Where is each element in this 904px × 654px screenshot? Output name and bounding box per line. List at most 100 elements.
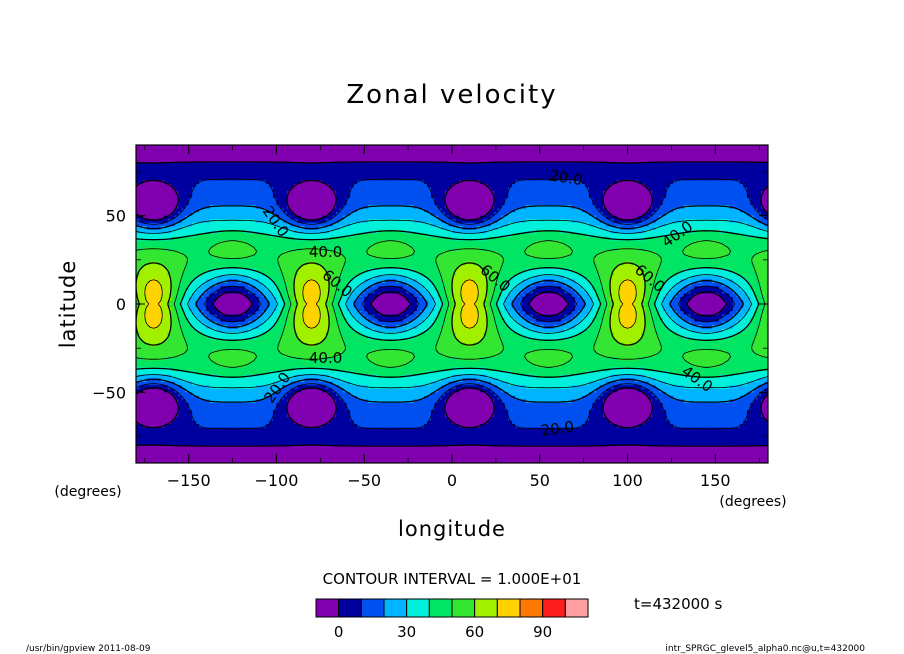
field-cell [399,198,404,203]
field-cell [715,208,720,213]
field-cell [227,190,232,196]
field-cell [543,169,548,174]
field-cell [136,198,141,203]
field-cell [697,166,702,171]
field-cell [329,194,334,199]
field-cell [550,205,555,210]
field-cell [595,176,601,181]
field-cell [529,222,534,227]
field-cell [487,166,492,171]
field-cell [574,190,579,196]
field-cell [659,219,664,224]
field-cell [508,215,513,220]
field-cell [525,236,530,241]
field-cell [631,190,636,196]
field-cell [283,240,288,245]
field-cell [178,173,183,178]
field-cell [269,169,274,174]
field-cell [234,166,239,171]
field-cell [518,155,523,160]
field-cell [553,222,558,227]
field-cell [437,180,443,185]
field-cell [430,190,436,196]
field-cell [602,162,608,167]
field-cell [381,194,386,199]
field-cell [536,208,541,213]
field-cell [423,173,429,178]
field-cell [732,201,737,206]
field-cell [164,166,169,171]
field-cell [434,159,439,164]
field-cell [680,159,685,164]
field-cell [602,183,608,188]
field-cell [350,205,355,210]
field-cell [539,205,544,210]
field-cell [645,187,650,192]
field-cell [209,166,214,171]
field-cell [248,219,253,224]
field-cell [325,233,330,238]
field-cell [606,240,611,245]
field-cell [272,205,278,210]
field-cell [346,215,351,220]
field-cell [230,162,235,167]
field-cell [444,229,450,234]
field-cell [258,233,263,238]
field-cell [736,208,741,213]
field-cell [409,180,414,185]
field-cell [283,236,288,241]
field-cell [669,215,674,220]
field-cell [374,155,379,160]
field-cell [248,222,253,227]
field-cell [167,145,172,150]
field-cell [581,159,587,164]
field-cell [371,169,376,174]
field-cell [641,222,646,227]
field-cell [202,190,207,196]
field-cell [237,155,242,160]
field-cell [269,215,274,220]
field-cell [511,148,516,153]
field-cell [536,180,541,185]
field-cell [262,240,267,245]
field-cell [255,198,260,203]
field-cell [294,240,299,245]
field-cell [610,173,615,178]
field-cell [459,173,464,178]
field-cell [427,215,432,220]
field-cell [497,229,502,234]
field-cell [216,162,221,167]
field-cell [139,240,144,245]
field-cell [423,183,429,188]
field-cell [374,173,379,178]
field-cell [251,159,256,164]
field-cell [595,159,601,164]
field-cell [760,166,766,171]
field-cell [430,148,436,153]
field-cell [437,212,443,217]
field-cell [736,169,741,174]
field-cell [613,162,618,167]
field-cell [181,198,186,203]
field-cell [522,226,527,231]
field-cell [444,183,450,188]
field-cell [265,152,271,157]
field-cell [392,240,397,245]
field-cell [427,208,432,213]
field-cell [346,190,351,196]
field-cell [711,222,716,227]
field-cell [258,236,263,241]
field-cell [522,183,527,188]
field-cell [357,229,362,234]
field-cell [444,198,450,203]
field-cell [378,219,383,224]
field-cell [469,180,474,185]
field-cell [420,173,425,178]
field-cell [378,190,383,196]
field-cell [283,166,288,171]
field-cell [381,233,386,238]
field-cell [729,236,734,241]
field-cell [420,155,425,160]
field-cell [704,222,709,227]
field-cell [441,152,446,157]
